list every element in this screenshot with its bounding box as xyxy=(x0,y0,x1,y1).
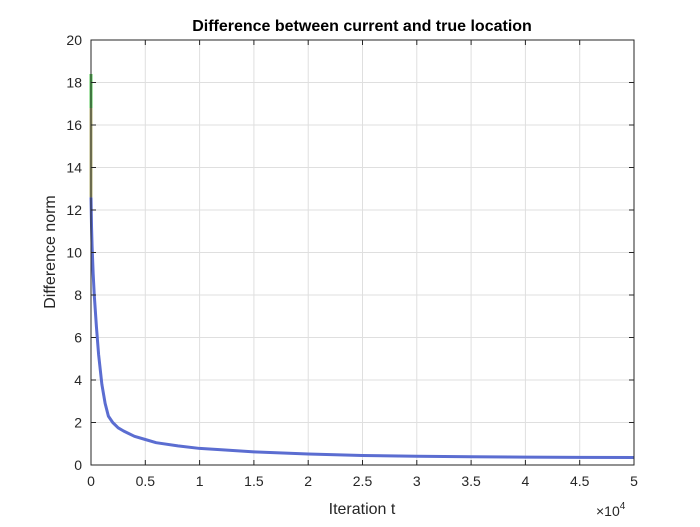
x-tick-label: 4.5 xyxy=(570,473,590,489)
y-tick-label: 18 xyxy=(66,75,82,91)
x-tick-label: 3.5 xyxy=(461,473,481,489)
y-tick-label: 2 xyxy=(74,415,82,431)
y-axis-ticks: 0 2 4 6 8 10 12 14 16 18 20 xyxy=(66,32,634,473)
y-tick-label: 6 xyxy=(74,330,82,346)
x-tick-label: 3 xyxy=(413,473,421,489)
y-tick-label: 20 xyxy=(66,32,82,48)
y-tick-label: 0 xyxy=(74,457,82,473)
y-tick-label: 8 xyxy=(74,287,82,303)
x-tick-label: 0 xyxy=(87,473,95,489)
y-axis-label: Difference norm xyxy=(42,195,59,309)
x-tick-label: 1.5 xyxy=(244,473,264,489)
y-tick-label: 14 xyxy=(66,160,82,176)
x-tick-label: 2.5 xyxy=(353,473,373,489)
grid-lines xyxy=(91,40,634,465)
x-axis-label: Iteration t xyxy=(329,501,396,518)
y-tick-label: 12 xyxy=(66,202,82,218)
x-tick-label: 0.5 xyxy=(136,473,156,489)
x-axis-exponent: ×104 xyxy=(596,501,626,519)
x-axis-ticks: 0 0.5 1 1.5 2 2.5 3 3.5 4 4.5 5 xyxy=(87,40,638,489)
x-tick-label: 1 xyxy=(196,473,204,489)
series-line-1 xyxy=(89,197,635,460)
x-exponent-base: ×10 xyxy=(596,503,620,519)
y-tick-label: 16 xyxy=(66,117,82,133)
x-tick-label: 4 xyxy=(522,473,530,489)
chart-title: Difference between current and true loca… xyxy=(192,18,532,35)
y-tick-label: 4 xyxy=(74,372,82,388)
y-tick-label: 10 xyxy=(66,245,82,261)
x-exponent-power: 4 xyxy=(620,501,626,512)
x-tick-label: 5 xyxy=(630,473,638,489)
x-tick-label: 2 xyxy=(304,473,312,489)
